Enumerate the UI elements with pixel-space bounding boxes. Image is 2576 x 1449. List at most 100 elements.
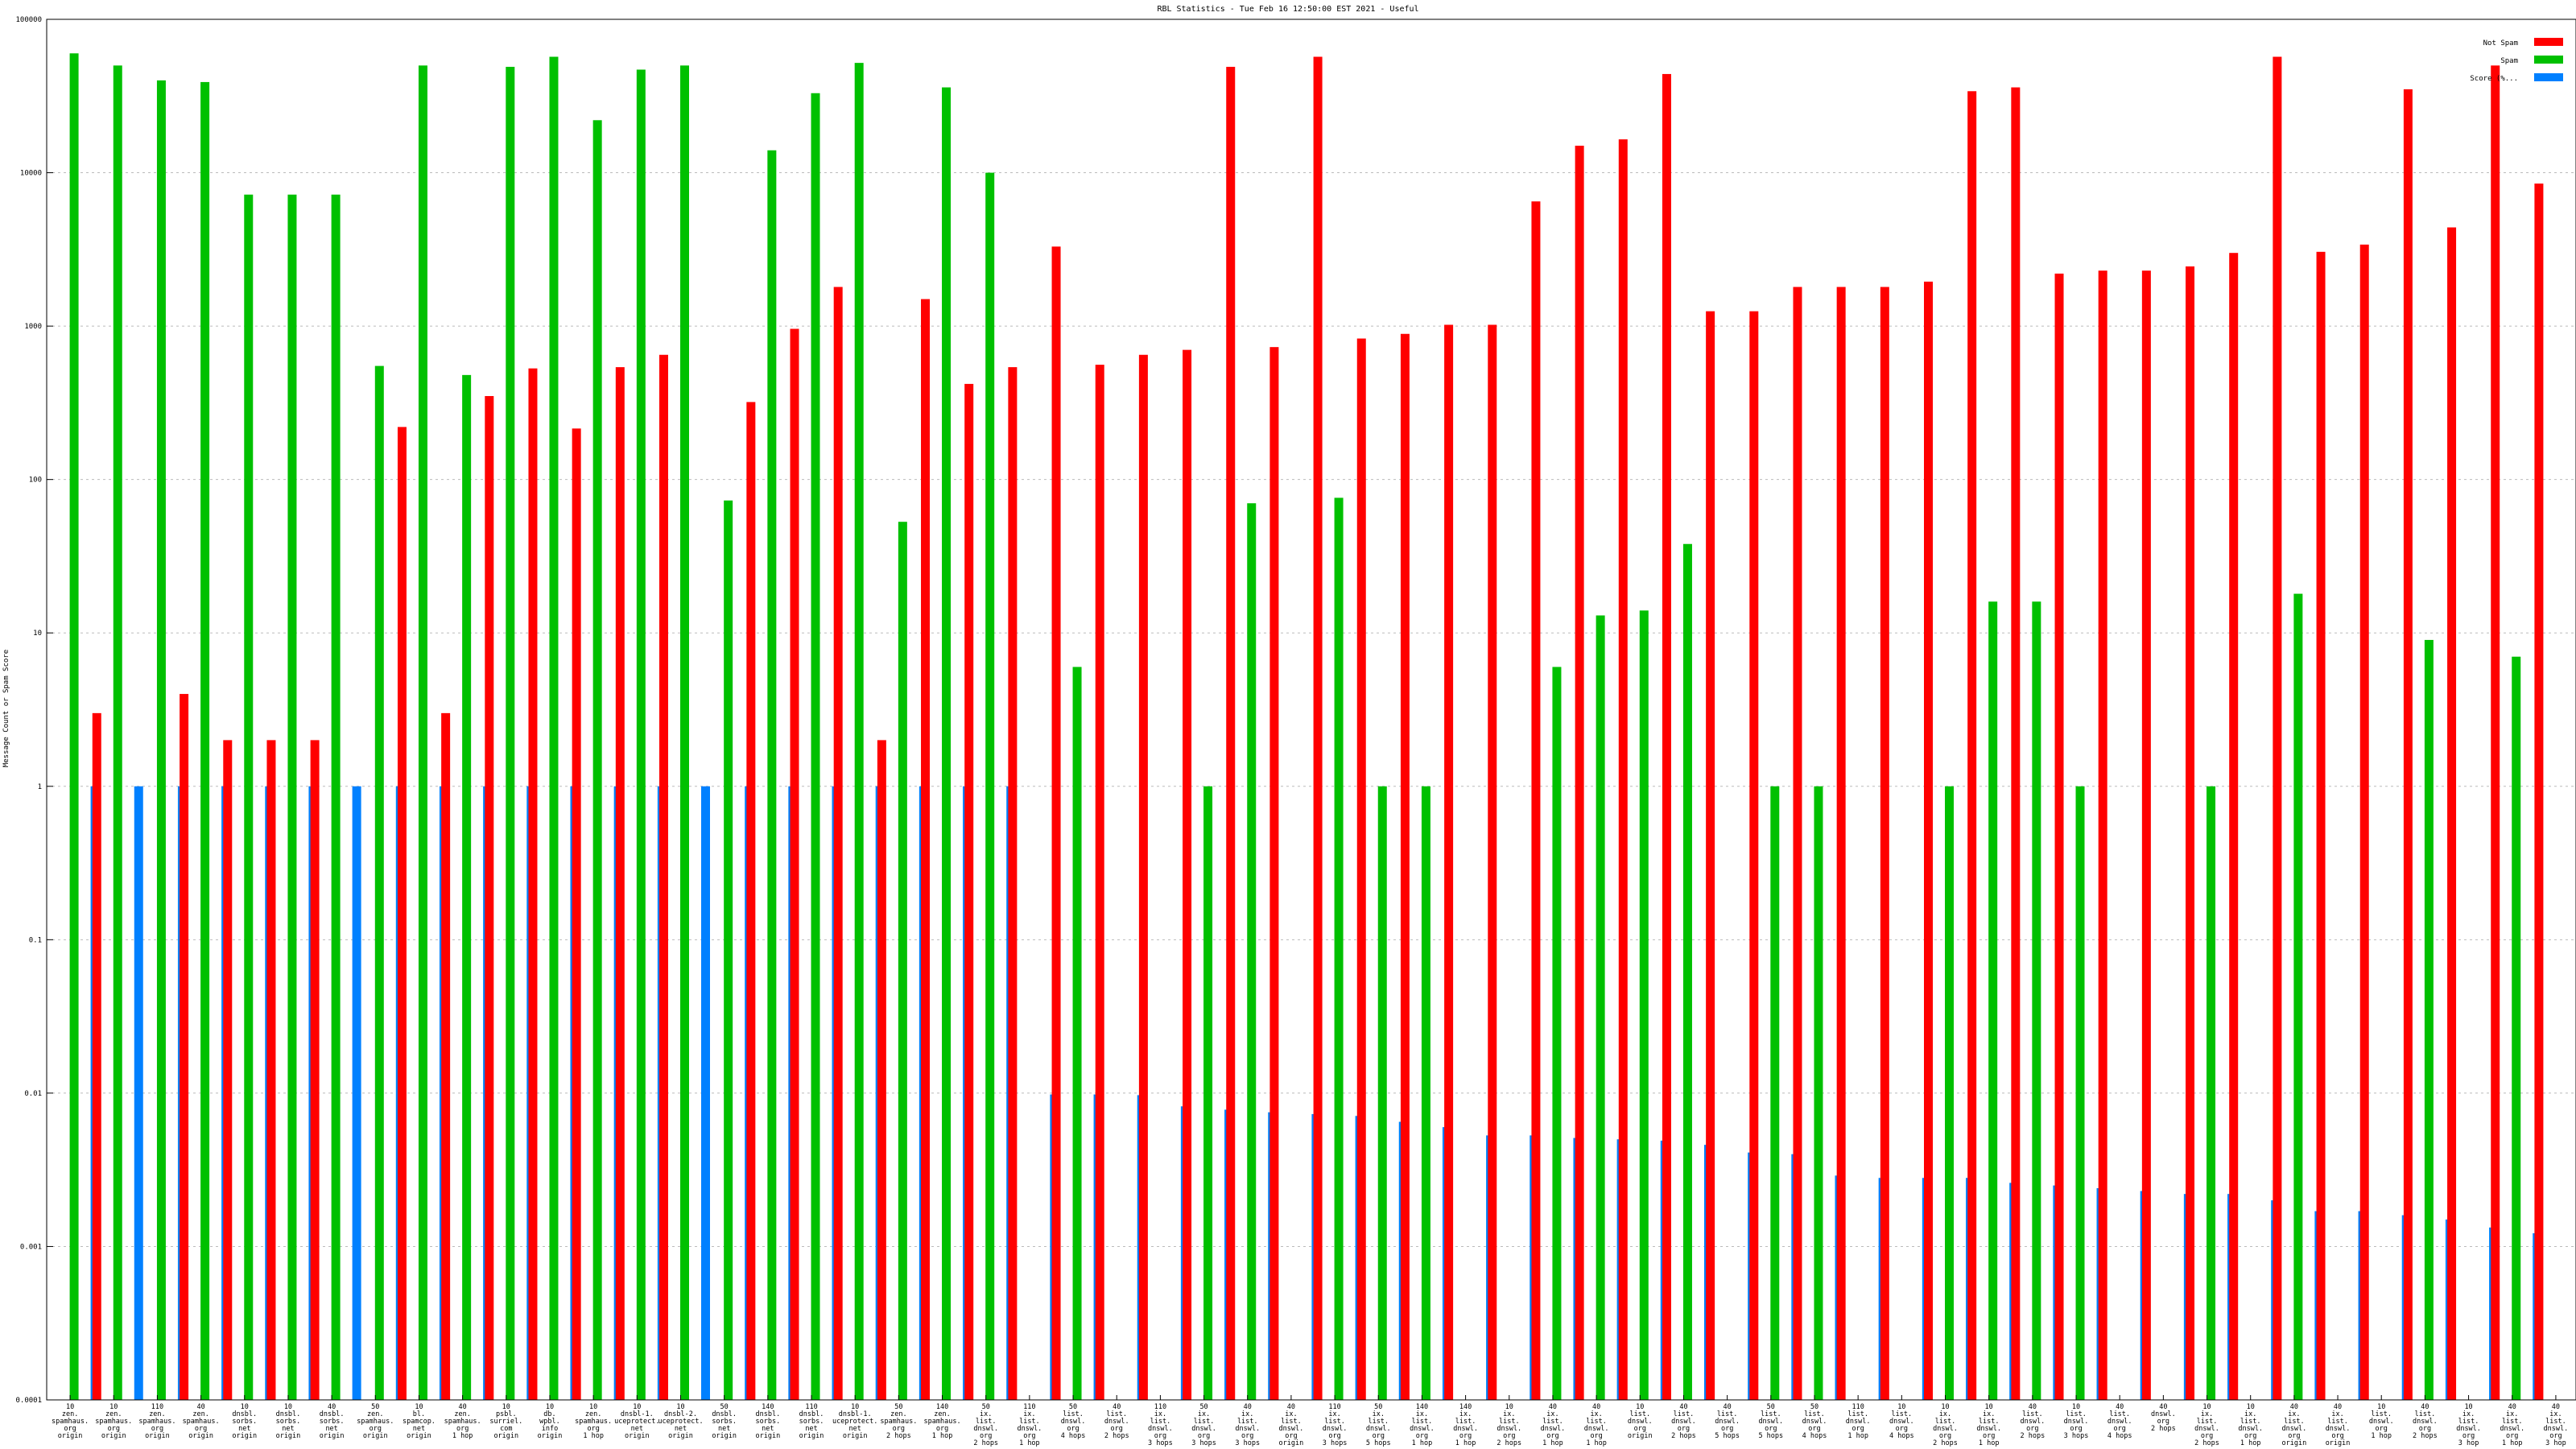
x-tick-label: 1 hop bbox=[1586, 1439, 1607, 1447]
bar-not-spam bbox=[266, 740, 276, 1400]
bar-not-spam bbox=[1051, 246, 1061, 1400]
x-tick-label: 4 hops bbox=[1802, 1432, 1827, 1440]
x-tick-label: 10 bbox=[2202, 1403, 2211, 1411]
x-tick-label: spamhaus. bbox=[575, 1418, 612, 1426]
x-tick-label: 3 hops bbox=[1235, 1439, 1260, 1447]
y-tick-label: 10 bbox=[33, 630, 42, 638]
x-tick-label: 40 bbox=[1724, 1403, 1732, 1411]
x-tick-label: org bbox=[980, 1432, 992, 1440]
x-tick-label: 1 hop bbox=[2502, 1439, 2523, 1447]
x-tick-label: list. bbox=[1717, 1410, 1738, 1418]
x-tick-label: ix. bbox=[1241, 1410, 1253, 1418]
x-tick-label: 40 bbox=[2029, 1403, 2037, 1411]
x-tick-label: org bbox=[2506, 1432, 2518, 1440]
x-tick-label: 10 bbox=[415, 1403, 423, 1411]
x-tick-label: 40 bbox=[1679, 1403, 1687, 1411]
x-tick-label: 50 bbox=[1810, 1403, 1818, 1411]
y-tick-label: 1000 bbox=[24, 323, 42, 331]
x-tick-label: 10 bbox=[676, 1403, 684, 1411]
x-tick-label: 2 hops bbox=[1496, 1439, 1521, 1447]
x-tick-label: 3 hops bbox=[1191, 1439, 1216, 1447]
x-tick-label: 40 bbox=[1113, 1403, 1121, 1411]
x-tick-label: 10 bbox=[1505, 1403, 1513, 1411]
x-tick-label: 40 bbox=[2334, 1403, 2342, 1411]
bar-not-spam bbox=[1880, 287, 1889, 1400]
x-tick-label: ix. bbox=[1459, 1410, 1472, 1418]
x-tick-label: list. bbox=[1847, 1410, 1868, 1418]
x-tick-label: 110 bbox=[151, 1403, 163, 1411]
x-tick-label: org bbox=[936, 1425, 948, 1433]
bar-not-spam bbox=[1226, 67, 1236, 1400]
bar-spam bbox=[985, 172, 995, 1401]
x-tick-label: 2 hops bbox=[2151, 1425, 2176, 1433]
x-tick-label: origin bbox=[188, 1432, 213, 1440]
x-tick-label: ix. bbox=[2549, 1410, 2562, 1418]
x-tick-label: 50 bbox=[1767, 1403, 1775, 1411]
x-tick-label: origin bbox=[232, 1432, 257, 1440]
x-tick-label: list. bbox=[2415, 1410, 2436, 1418]
x-axis: 10zen.spamhaus.orgorigin10zen.spamhaus.o… bbox=[52, 1395, 2568, 1447]
bar-spam bbox=[1334, 497, 1344, 1400]
x-tick-label: list. bbox=[2545, 1418, 2566, 1426]
x-tick-label: net bbox=[282, 1425, 294, 1433]
x-tick-label: org bbox=[2549, 1432, 2562, 1440]
x-tick-label: list. bbox=[1499, 1418, 1520, 1426]
bar-spam bbox=[200, 81, 210, 1400]
bar-not-spam bbox=[2054, 273, 2064, 1400]
bar-not-spam bbox=[2186, 266, 2195, 1400]
x-tick-label: ix. bbox=[1983, 1410, 1995, 1418]
x-tick-label: 2 hops bbox=[886, 1432, 911, 1440]
x-tick-label: 10 bbox=[2072, 1403, 2080, 1411]
x-tick-label: org bbox=[1808, 1425, 1820, 1433]
x-tick-label: 110 bbox=[805, 1403, 817, 1411]
bar-not-spam bbox=[1488, 324, 1497, 1400]
bar-not-spam bbox=[1138, 354, 1148, 1401]
x-tick-label: 110 bbox=[1328, 1403, 1340, 1411]
x-tick-label: spamhaus. bbox=[357, 1418, 394, 1426]
y-tick-label: 0.0001 bbox=[15, 1397, 42, 1405]
x-tick-label: zen. bbox=[934, 1410, 950, 1418]
bar-not-spam bbox=[223, 740, 233, 1400]
bar-not-spam bbox=[1662, 73, 1671, 1401]
y-tick-label: 100 bbox=[29, 477, 42, 485]
x-tick-label: origin bbox=[145, 1432, 170, 1440]
bar-not-spam bbox=[1269, 347, 1279, 1400]
x-tick-label: origin bbox=[668, 1432, 693, 1440]
x-tick-label: org bbox=[369, 1425, 382, 1433]
x-tick-label: zen. bbox=[149, 1410, 165, 1418]
x-tick-label: dnswl. bbox=[1410, 1425, 1435, 1433]
x-tick-label: org bbox=[64, 1425, 76, 1433]
x-tick-label: zen. bbox=[192, 1410, 208, 1418]
x-tick-label: dnswl. bbox=[1802, 1418, 1827, 1426]
x-tick-label: ix. bbox=[2331, 1410, 2343, 1418]
x-tick-label: 50 bbox=[1069, 1403, 1077, 1411]
x-tick-label: org bbox=[587, 1425, 599, 1433]
x-tick-label: 50 bbox=[1199, 1403, 1208, 1411]
x-tick-label: dnswl. bbox=[2064, 1418, 2089, 1426]
x-tick-label: org bbox=[1023, 1432, 1035, 1440]
x-tick-label: origin bbox=[493, 1432, 518, 1440]
bar-not-spam bbox=[2447, 227, 2457, 1401]
bar-spam bbox=[1682, 543, 1692, 1400]
x-tick-label: dnswl. bbox=[2500, 1425, 2524, 1433]
bar-spam bbox=[2424, 639, 2434, 1400]
x-tick-label: 40 bbox=[2421, 1403, 2429, 1411]
bar-not-spam bbox=[92, 712, 101, 1400]
x-tick-label: org bbox=[1634, 1425, 1646, 1433]
x-tick-label: ix. bbox=[1023, 1410, 1035, 1418]
x-tick-label: db. bbox=[543, 1410, 555, 1418]
bar-spam bbox=[462, 374, 472, 1401]
x-tick-label: origin bbox=[101, 1432, 126, 1440]
x-tick-label: ix. bbox=[1154, 1410, 1166, 1418]
bar-spam bbox=[1945, 786, 1954, 1400]
x-tick-label: origin bbox=[320, 1432, 345, 1440]
x-tick-label: sorbs. bbox=[276, 1418, 301, 1426]
bar-not-spam bbox=[877, 740, 886, 1400]
bar-not-spam bbox=[441, 712, 451, 1400]
x-tick-label: 40 bbox=[459, 1403, 467, 1411]
bar-not-spam bbox=[1400, 333, 1410, 1400]
bar-not-spam bbox=[1924, 281, 1933, 1401]
x-tick-label: org bbox=[1328, 1432, 1340, 1440]
x-tick-label: list. bbox=[2022, 1410, 2043, 1418]
x-tick-label: org bbox=[1198, 1432, 1210, 1440]
